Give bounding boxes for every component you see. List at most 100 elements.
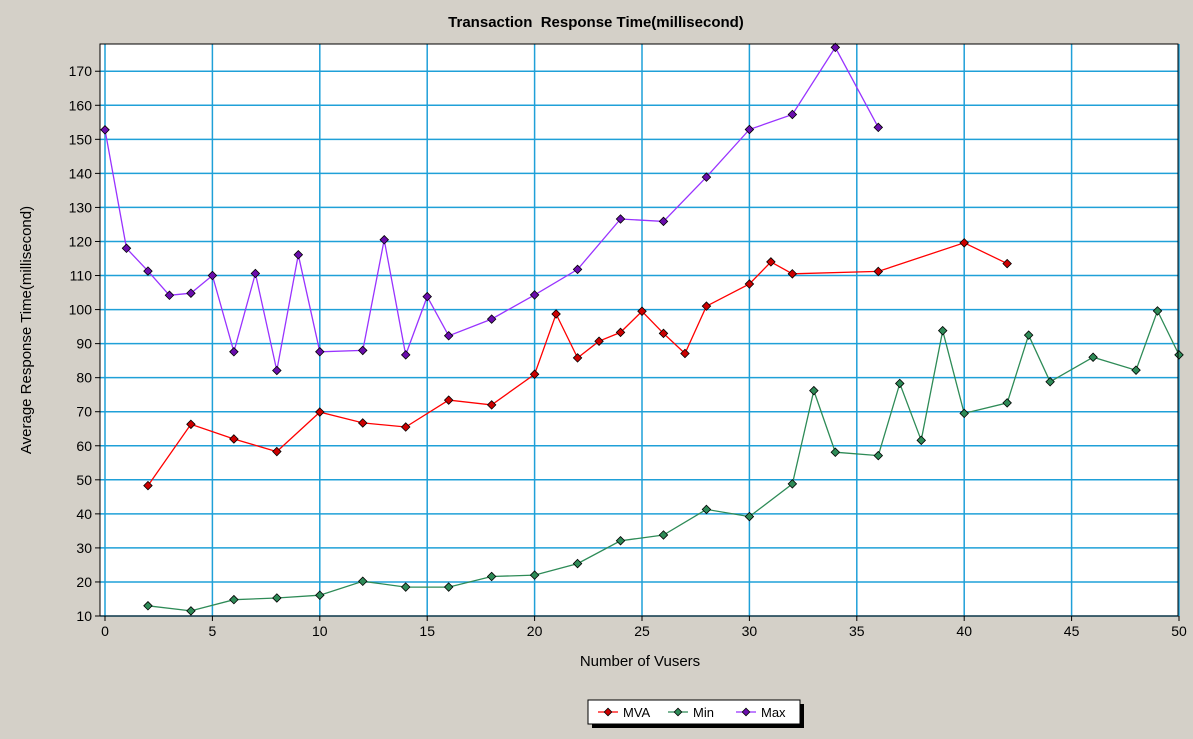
x-axis-label: Number of Vusers — [580, 653, 700, 670]
data-point-max — [357, 345, 368, 356]
legend: MVA Min Max — [587, 699, 804, 728]
y-tick-label: 170 — [69, 63, 93, 79]
data-point-max — [873, 122, 884, 133]
x-tick-label: 40 — [956, 623, 972, 639]
series-line-mva — [147, 242, 1008, 486]
data-point-min — [916, 435, 927, 446]
data-point-mva — [1002, 258, 1012, 269]
data-point-min — [1088, 352, 1098, 363]
data-point-min — [400, 582, 411, 592]
data-point-min — [443, 582, 454, 592]
data-point-min — [937, 325, 948, 336]
data-point-mva — [680, 348, 690, 359]
data-point-min — [658, 530, 669, 540]
data-point-max — [229, 347, 239, 357]
y-axis-label: Average Response Time(millisecond) — [18, 206, 35, 454]
data-point-max — [443, 331, 454, 341]
data-point-min — [744, 511, 755, 522]
y-tick-label: 60 — [76, 438, 92, 454]
data-point-min — [486, 571, 497, 582]
data-point-min — [529, 570, 540, 580]
data-point-min — [272, 593, 282, 603]
data-point-max — [572, 264, 583, 275]
data-point-min — [1023, 330, 1034, 340]
y-tick-label: 110 — [70, 268, 93, 284]
y-tick-label: 160 — [69, 97, 93, 113]
data-point-max — [207, 270, 218, 281]
data-point-mva — [594, 336, 604, 347]
data-point-min — [894, 378, 905, 389]
data-point-mva — [486, 400, 497, 410]
data-point-min — [787, 479, 798, 489]
data-point-max — [164, 290, 175, 301]
data-point-mva — [637, 306, 647, 317]
x-tick-label: 15 — [419, 623, 435, 639]
data-point-mva — [143, 480, 153, 491]
y-tick-label: 150 — [69, 131, 93, 147]
legend-label: Min — [693, 705, 714, 720]
data-point-mva — [272, 446, 282, 457]
series-max — [100, 42, 884, 376]
data-point-min — [830, 447, 841, 457]
data-point-mva — [744, 279, 755, 289]
series-mva — [143, 238, 1012, 491]
x-tick-label: 0 — [101, 623, 109, 639]
x-tick-label: 50 — [1171, 623, 1187, 639]
data-point-mva — [873, 266, 884, 277]
data-point-min — [615, 535, 626, 546]
data-point-max — [744, 124, 755, 135]
data-point-max — [486, 314, 497, 324]
data-point-min — [572, 558, 583, 569]
x-tick-label: 25 — [634, 623, 650, 639]
data-point-min — [1002, 398, 1012, 408]
data-point-max — [186, 288, 196, 298]
y-tick-label: 90 — [76, 336, 92, 352]
data-point-mva — [551, 309, 561, 319]
data-point-mva — [315, 407, 325, 417]
y-tick-label: 140 — [69, 165, 93, 181]
data-point-max — [615, 214, 626, 224]
chart-title: Transaction Response Time(millisecond) — [448, 14, 744, 31]
x-tick-label: 10 — [312, 623, 328, 639]
series-line-max — [104, 46, 879, 371]
data-point-mva — [186, 419, 196, 430]
data-point-min — [315, 590, 325, 600]
data-point-mva — [658, 328, 669, 339]
x-tick-label: 20 — [527, 623, 543, 639]
legend-label: Max — [761, 705, 786, 720]
data-point-max — [379, 235, 390, 245]
y-tick-label: 120 — [69, 233, 93, 249]
data-point-min — [701, 504, 712, 515]
data-point-max — [658, 216, 669, 227]
legend-marker — [673, 707, 683, 717]
data-point-max — [100, 125, 110, 135]
data-point-max — [701, 172, 712, 182]
plot-frame — [99, 43, 1179, 617]
legend-item-min: Min — [668, 705, 714, 720]
legend-box — [587, 699, 801, 725]
data-point-min — [186, 606, 196, 616]
data-point-max — [272, 365, 282, 376]
y-tick-label: 40 — [76, 506, 92, 522]
data-point-min — [1152, 306, 1163, 316]
x-tick-label: 45 — [1064, 623, 1080, 639]
legend-item-max: Max — [736, 705, 786, 720]
legend-marker — [741, 707, 751, 717]
data-point-mva — [572, 353, 583, 363]
data-point-mva — [615, 327, 626, 338]
data-point-max — [315, 347, 325, 357]
data-point-mva — [529, 369, 540, 380]
data-point-max — [830, 42, 841, 53]
y-tick-label: 20 — [76, 574, 92, 590]
data-point-max — [400, 350, 411, 360]
y-tick-label: 130 — [69, 199, 93, 215]
data-point-min — [1131, 365, 1141, 375]
data-point-min — [229, 594, 239, 605]
y-tick-label: 30 — [76, 540, 92, 556]
y-tick-label: 100 — [69, 302, 93, 318]
axes: 1020304050607080901001101201301401501601… — [69, 63, 1187, 639]
legend-label: MVA — [623, 705, 651, 720]
x-tick-label: 35 — [849, 623, 865, 639]
data-point-min — [1174, 350, 1184, 360]
data-point-min — [1045, 376, 1055, 387]
